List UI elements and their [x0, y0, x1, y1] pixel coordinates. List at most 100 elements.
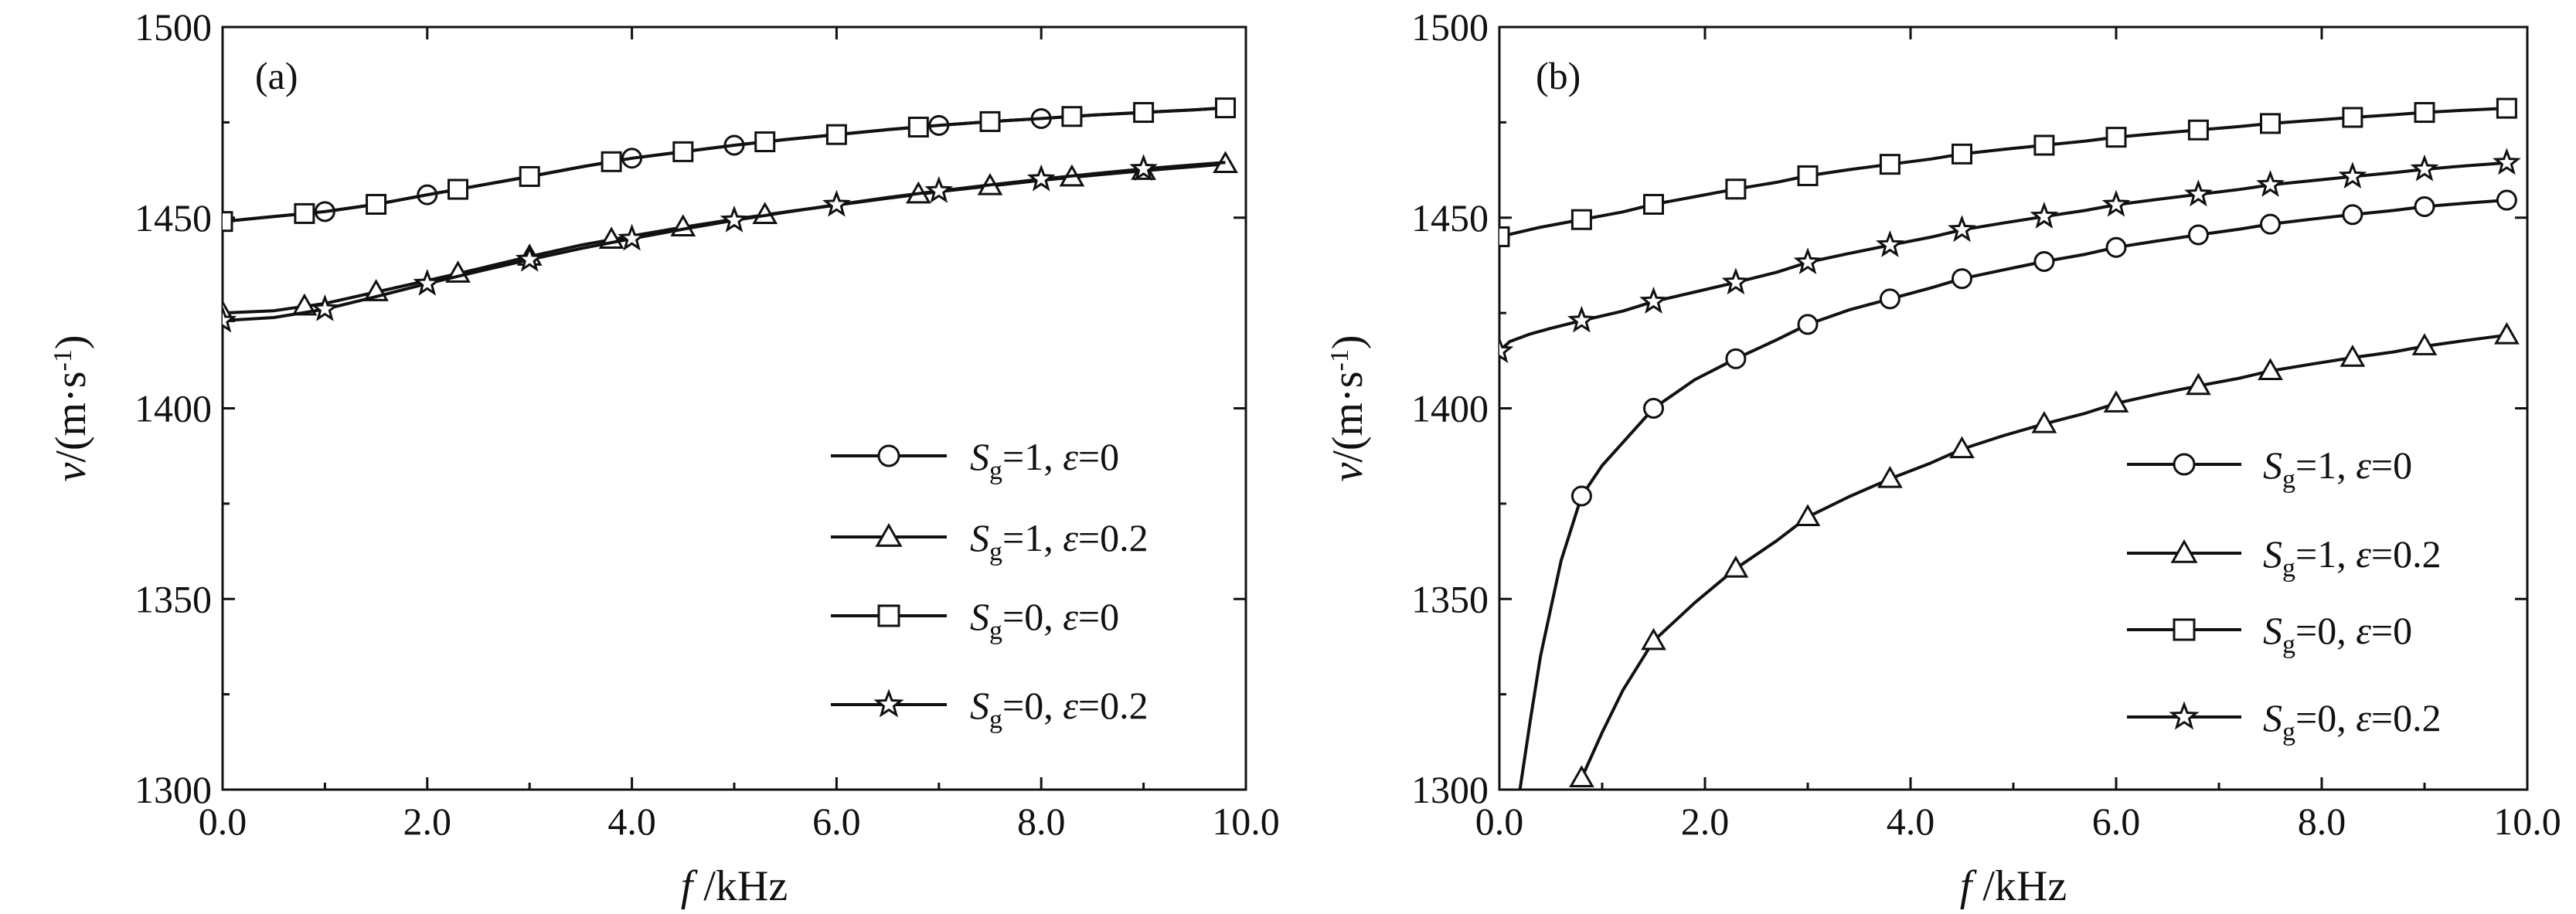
data-point-triangle-b — [2186, 372, 2211, 396]
x-tick-label-a: 0.0 — [199, 800, 247, 843]
data-point-square-a — [366, 193, 387, 215]
y-tick-label-b: 1350 — [1411, 577, 1489, 620]
data-point-star-a — [1129, 154, 1159, 182]
legend-marker-square — [2173, 618, 2196, 641]
x-tick-label-a: 4.0 — [607, 800, 656, 843]
x-tick-label-b: 10.0 — [2493, 800, 2561, 843]
x-tick-label-a: 8.0 — [1017, 800, 1066, 843]
data-point-square-b — [2260, 113, 2281, 134]
data-point-square-b — [1570, 209, 1592, 230]
x-tick-label-b: 4.0 — [1887, 800, 1935, 843]
data-point-triangle-b — [2103, 390, 2129, 413]
data-point-square-a — [754, 131, 776, 153]
data-point-star-a — [618, 223, 647, 251]
data-point-square-b — [2342, 107, 2363, 128]
series-line-star-b — [1499, 161, 2507, 352]
data-point-star-b — [2101, 189, 2131, 217]
legend-marker-triangle — [875, 523, 903, 547]
y-tick-label-a: 1350 — [134, 577, 212, 620]
y-tick-label-b: 1450 — [1411, 196, 1489, 240]
legend-label-circle: Sg=1, ε=0 — [970, 435, 1119, 485]
x-tick-label-a: 6.0 — [812, 800, 861, 843]
data-point-star-b — [2030, 202, 2059, 229]
data-point-star-a — [223, 305, 237, 333]
data-point-square-a — [979, 110, 1001, 132]
data-point-square-b — [1797, 165, 1819, 186]
data-point-square-a — [519, 165, 540, 187]
legend-b: Sg=1, ε=0 Sg=1, ε=0.2 Sg=0, ε=0 Sg=0, ε=0.2 — [2127, 443, 2442, 746]
legend-marker-square — [877, 604, 900, 627]
data-point-star-a — [822, 189, 851, 217]
data-point-square-b — [2414, 102, 2435, 124]
legend-marker-circle — [2173, 453, 2196, 476]
y-tick-label-b: 1300 — [1411, 768, 1489, 811]
legend-label-square: Sg=0, ε=0 — [970, 595, 1119, 645]
data-point-star-b — [1639, 287, 1668, 314]
data-point-square-b — [2105, 127, 2127, 148]
plot-area-b — [1499, 97, 2521, 790]
data-point-circle-b — [1797, 314, 1819, 335]
chart-panel-b: 0.0 2.0 4.0 6.0 8.0 10.0 1300 1350 1400 1450 1500 (… — [1324, 5, 2561, 910]
data-point-triangle-b — [2258, 358, 2283, 380]
y-tick-label-a: 1400 — [134, 387, 212, 430]
series-line-circle-b — [1518, 199, 2507, 790]
data-point-star-a — [924, 175, 954, 203]
data-point-star-b — [1793, 247, 1822, 275]
legend-marker-star — [873, 688, 904, 718]
legend-label-square: Sg=0, ε=0 — [2263, 609, 2412, 659]
panel-label-a: (a) — [255, 54, 298, 97]
data-point-square-a — [1215, 97, 1237, 119]
data-point-triangle-b — [1641, 627, 1666, 651]
x-axis-title-a: f /kHz — [681, 862, 788, 910]
data-point-square-b — [1952, 143, 1972, 165]
y-tick-label-a: 1300 — [134, 768, 212, 811]
x-tick-label-a: 2.0 — [403, 800, 452, 843]
data-point-square-b — [2496, 97, 2517, 119]
data-point-triangle-b — [1877, 465, 1903, 488]
data-point-circle-b — [2342, 204, 2363, 226]
data-point-circle-b — [1725, 348, 1747, 369]
data-point-square-a — [672, 141, 694, 162]
data-point-circle-b — [1952, 268, 1972, 290]
data-point-triangle-b — [1795, 504, 1821, 526]
legend-label-circle: Sg=1, ε=0 — [2263, 443, 2412, 494]
data-point-triangle-a — [291, 293, 318, 316]
data-point-triangle-b — [2411, 333, 2438, 355]
x-tick-label-a: 10.0 — [1212, 800, 1280, 843]
legend-label-star: Sg=0, ε=0.2 — [2263, 696, 2442, 746]
data-point-square-a — [447, 178, 469, 200]
data-point-square-b — [1879, 154, 1901, 175]
data-point-circle-b — [1570, 485, 1592, 507]
data-point-square-b — [1643, 193, 1664, 215]
plot-area-a — [223, 97, 1238, 333]
data-point-star-a — [413, 268, 442, 296]
x-tick-label-b: 0.0 — [1475, 800, 1524, 843]
data-point-circle-b — [2033, 251, 2055, 273]
y-tick-label-b: 1400 — [1411, 387, 1489, 430]
x-axis-title-b: f /kHz — [1960, 862, 2067, 910]
data-point-square-a — [223, 211, 233, 233]
data-point-circle-b — [1643, 398, 1664, 419]
data-point-star-b — [1499, 336, 1514, 364]
data-point-circle-b — [2260, 213, 2281, 235]
data-point-triangle-b — [2494, 321, 2520, 345]
data-point-star-a — [1026, 164, 1056, 192]
data-point-triangle-b — [2339, 345, 2366, 367]
panel-label-b: (b) — [1536, 54, 1581, 97]
legend-label-star: Sg=0, ε=0.2 — [970, 684, 1148, 734]
data-point-star-b — [2410, 154, 2439, 182]
data-point-star-a — [310, 294, 339, 321]
x-tick-label-b: 6.0 — [2092, 800, 2141, 843]
legend-marker-circle — [877, 444, 900, 467]
data-point-star-b — [1721, 267, 1751, 295]
data-point-star-b — [2184, 179, 2213, 207]
chart-panel-a: 0.0 2.0 4.0 6.0 8.0 10.0 1300 1350 1400 1450 1500 (… — [47, 5, 1280, 910]
data-point-square-b — [2033, 134, 2055, 156]
data-point-circle-b — [2496, 189, 2517, 211]
data-point-square-a — [294, 202, 315, 224]
x-tick-label-b: 8.0 — [2298, 800, 2346, 843]
y-tick-label-b: 1500 — [1411, 5, 1489, 49]
data-point-triangle-b — [1949, 436, 1975, 459]
legend-marker-triangle — [2170, 539, 2198, 563]
